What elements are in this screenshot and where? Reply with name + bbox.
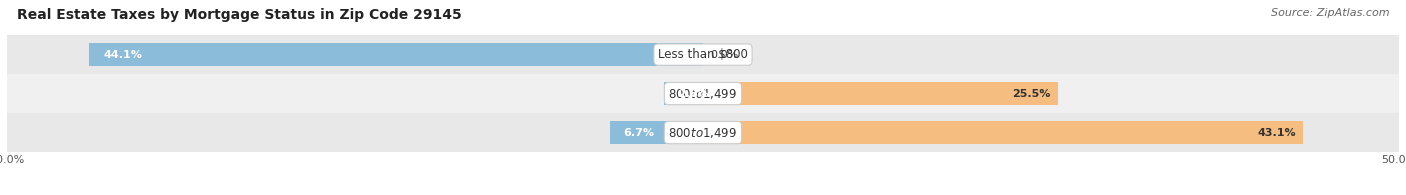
Bar (7, 35, 1399, 74)
Text: Source: ZipAtlas.com: Source: ZipAtlas.com (1271, 8, 1389, 18)
Bar (703, 82, 1057, 105)
Text: 25.5%: 25.5% (1012, 89, 1052, 99)
Text: Less than $800: Less than $800 (658, 48, 748, 61)
Text: 6.7%: 6.7% (624, 128, 655, 138)
Bar (664, 82, 703, 105)
Bar (7, 113, 1399, 152)
Text: $800 to $1,499: $800 to $1,499 (668, 87, 738, 101)
Text: 44.1%: 44.1% (103, 50, 142, 60)
Bar (610, 121, 703, 144)
Text: $800 to $1,499: $800 to $1,499 (668, 126, 738, 140)
Text: 43.1%: 43.1% (1257, 128, 1296, 138)
Text: Real Estate Taxes by Mortgage Status in Zip Code 29145: Real Estate Taxes by Mortgage Status in … (17, 8, 461, 22)
Bar (89, 43, 703, 66)
Bar (7, 74, 1399, 113)
Bar (703, 121, 1303, 144)
Text: 2.8%: 2.8% (678, 89, 709, 99)
Text: 0.0%: 0.0% (710, 50, 738, 60)
